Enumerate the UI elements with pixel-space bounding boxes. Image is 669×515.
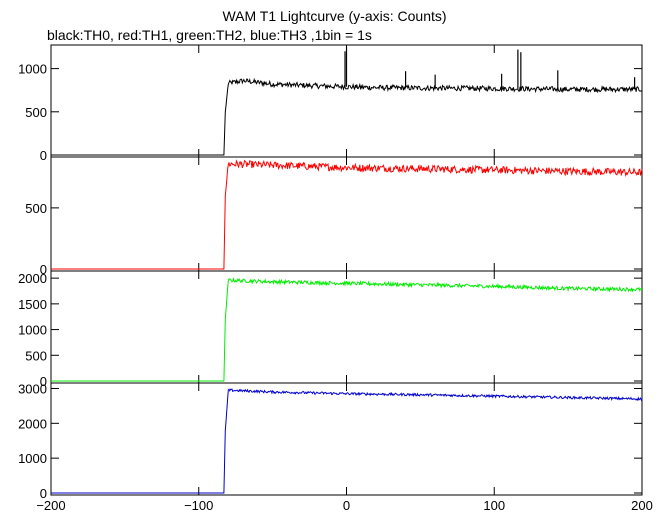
series-line-th3 <box>51 388 643 494</box>
series-line-th0 <box>51 77 643 156</box>
y-tick-label: 500 <box>25 348 47 363</box>
x-tick-label: −100 <box>184 498 213 513</box>
y-tick-label: 0 <box>40 374 47 389</box>
chart-subtitle: black:TH0, red:TH1, green:TH2, blue:TH3 … <box>47 27 372 43</box>
series-line-th2 <box>51 276 643 382</box>
y-tick-label: 1500 <box>18 297 47 312</box>
x-tick-label: 100 <box>483 498 505 513</box>
y-tick-label: 2000 <box>18 416 47 431</box>
y-tick-label: 0 <box>40 148 47 163</box>
x-tick-label: −200 <box>36 498 65 513</box>
panel-frame-th3 <box>50 382 643 496</box>
x-tick-label: 0 <box>343 498 350 513</box>
y-tick-label: 1000 <box>18 323 47 338</box>
y-tick-label: 3000 <box>18 381 47 396</box>
y-tick-label: 500 <box>25 105 47 120</box>
y-tick-label: 500 <box>25 201 47 216</box>
chart-title: WAM T1 Lightcurve (y-axis: Counts) <box>222 8 447 24</box>
panel-frame-th1 <box>50 156 643 272</box>
series-line-th1 <box>51 159 643 270</box>
y-tick-label: 1000 <box>18 62 47 77</box>
y-tick-label: 1000 <box>18 451 47 466</box>
y-tick-label: 0 <box>40 486 47 501</box>
y-tick-label: 2000 <box>18 271 47 286</box>
y-tick-label: 0 <box>40 262 47 277</box>
x-tick-label: 200 <box>631 498 653 513</box>
